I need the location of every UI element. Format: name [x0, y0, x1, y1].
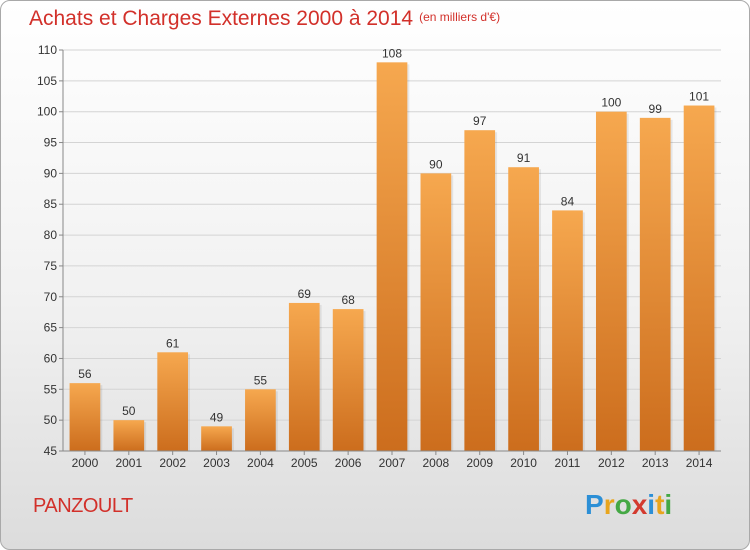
y-tick-label: 45 — [44, 444, 58, 458]
value-label: 108 — [382, 46, 402, 60]
y-tick-label: 55 — [44, 382, 58, 396]
y-tick-label: 85 — [44, 197, 58, 211]
x-tick-label: 2010 — [510, 456, 537, 470]
y-tick-label: 60 — [44, 351, 58, 365]
y-tick-label: 75 — [44, 259, 58, 273]
chart-subtitle: (en milliers d'€) — [419, 10, 501, 24]
place-name: PANZOULT — [33, 495, 133, 517]
x-tick-label: 2002 — [159, 456, 186, 470]
bar-2000 — [69, 383, 101, 451]
x-tick-label: 2003 — [203, 456, 230, 470]
bar-2001 — [113, 420, 145, 451]
value-label: 97 — [473, 114, 487, 128]
y-tick-label: 65 — [44, 321, 58, 335]
bar-2013 — [639, 117, 671, 451]
x-tick-label: 2005 — [291, 456, 318, 470]
y-tick-label: 105 — [37, 74, 57, 88]
value-label: 91 — [517, 151, 531, 165]
y-tick-label: 95 — [44, 136, 58, 150]
x-tick-label: 2008 — [423, 456, 450, 470]
bar-2010 — [508, 167, 539, 451]
y-tick-label: 80 — [44, 228, 58, 242]
value-label: 84 — [561, 194, 575, 208]
value-label: 101 — [689, 90, 709, 104]
x-tick-label: 2000 — [72, 456, 99, 470]
bar-2006 — [332, 309, 364, 451]
proxiti-logo: Proxiti — [585, 489, 673, 520]
axes: 45 50 55 60 65 70 75 80 85 90 95 100 105 110 2000 2001 2… — [37, 43, 721, 470]
value-label: 100 — [601, 96, 621, 110]
bars: 56 50 61 49 55 69 68 108 90 97 91 84 100 99 101 — [69, 46, 717, 452]
bar-2012 — [595, 111, 627, 451]
y-tick-label: 100 — [37, 105, 57, 119]
bar-2011 — [552, 210, 583, 451]
x-tick-label: 2007 — [379, 456, 406, 470]
x-tick-label: 2009 — [466, 456, 493, 470]
value-label: 69 — [298, 287, 312, 301]
chart-title: Achats et Charges Externes 2000 à 2014 (e… — [29, 7, 500, 31]
bar-2004 — [245, 389, 276, 451]
y-tick-label: 90 — [44, 166, 58, 180]
x-tick-label: 2013 — [642, 456, 669, 470]
y-tick-label: 50 — [44, 413, 58, 427]
value-label: 68 — [341, 293, 355, 307]
value-label: 61 — [166, 336, 180, 350]
bar-2014 — [683, 105, 715, 452]
y-tick-label: 70 — [44, 290, 58, 304]
x-tick-label: 2012 — [598, 456, 625, 470]
bar-2005 — [288, 302, 320, 451]
x-tick-label: 2014 — [686, 456, 713, 470]
value-label: 99 — [649, 102, 663, 116]
y-tick-label: 110 — [38, 43, 57, 57]
x-tick-label: 2004 — [247, 456, 274, 470]
x-tick-label: 2006 — [335, 456, 362, 470]
value-label: 49 — [210, 410, 224, 424]
bar-2002 — [157, 352, 189, 451]
value-label: 55 — [254, 373, 268, 387]
x-tick-label: 2001 — [115, 456, 142, 470]
bar-2009 — [464, 130, 496, 451]
bar-2003 — [201, 426, 232, 451]
bar-2008 — [420, 173, 452, 451]
value-label: 50 — [122, 404, 136, 418]
value-label: 56 — [78, 367, 92, 381]
x-tick-label: 2011 — [555, 456, 581, 470]
value-label: 90 — [429, 157, 443, 171]
title-text: Achats et Charges Externes 2000 à 2014 — [29, 7, 414, 30]
bar-2007 — [376, 62, 408, 451]
